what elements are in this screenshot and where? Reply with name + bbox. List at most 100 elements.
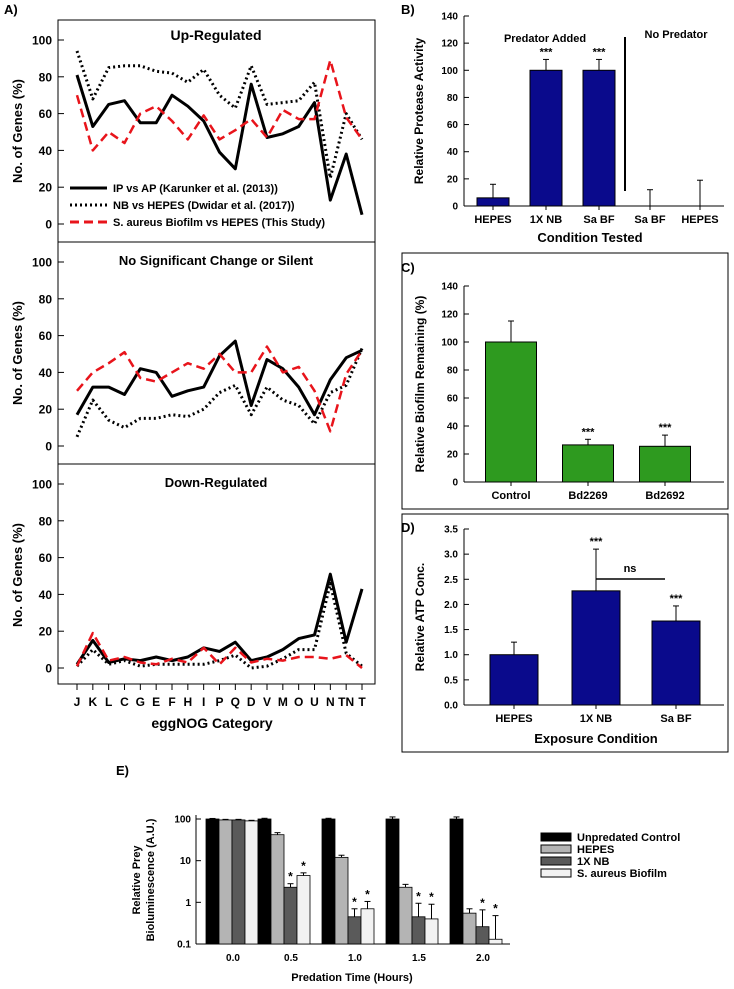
x-tick-label: E [152, 695, 160, 709]
x-tick-label: Sa BF [660, 713, 691, 725]
x-tick-label: H [183, 695, 192, 709]
panel-e-ylabel-line1: Relative Prey [131, 845, 143, 915]
significance-star: * [365, 887, 370, 901]
y-tick-label: 140 [441, 12, 458, 23]
y-tick-label: 0.5 [444, 675, 458, 686]
bar [485, 341, 537, 483]
y-tick-label: 20 [39, 403, 53, 417]
x-tick-label: 0.5 [284, 953, 298, 964]
legend-swatch-hepes [540, 844, 572, 854]
panel-a-label: A) [4, 2, 18, 17]
x-tick-label: C [120, 695, 129, 709]
y-tick-label: 20 [447, 450, 459, 461]
y-tick-label: 60 [39, 551, 53, 565]
x-tick-label: T [358, 695, 366, 709]
panel-e-ylabel-line2: Bioluminescence (A.U.) [145, 818, 157, 941]
y-tick-label: 60 [447, 394, 459, 405]
panel-a-nochange-title: No Significant Change or Silent [119, 253, 314, 268]
y-tick-label: 40 [39, 144, 53, 158]
y-tick-label: 0 [452, 478, 458, 489]
bar [283, 886, 298, 945]
panel-a-xlabel: eggNOG Category [151, 715, 273, 731]
y-tick-label: 80 [39, 514, 53, 528]
panel-c-label: C) [401, 260, 415, 275]
y-tick-label: 40 [447, 422, 459, 433]
bar [218, 819, 233, 945]
panel-e-bars: 0.0 * * 0.5 * * 1.0 * * 1.5 * * 2.0 [205, 816, 503, 964]
y-tick-label: 1 [185, 898, 191, 909]
legend-swatch-sa-biofilm [540, 868, 572, 878]
panel-d-ns-label: ns [624, 563, 637, 575]
significance-star: * [416, 889, 421, 903]
panel-a: A) Up-Regulated No Significant Change or… [4, 2, 376, 731]
bar [205, 818, 220, 945]
x-tick-label: P [215, 695, 223, 709]
significance-star: * [493, 902, 498, 916]
x-tick-label: Sa BF [583, 214, 614, 226]
bar [385, 818, 400, 945]
series-line-nb-hepes [75, 50, 364, 180]
y-tick-label: 60 [39, 329, 53, 343]
significance-star: * [301, 859, 306, 873]
significance-star: * [480, 896, 485, 910]
panel-d-bars: HEPES *** 1X NB *** Sa BF [489, 536, 701, 725]
x-tick-label: HEPES [681, 214, 718, 226]
panel-e-xlabel: Predation Time (Hours) [291, 972, 413, 984]
panel-a-nochange-ylabel: No. of Genes (%) [10, 301, 25, 405]
panel-a-nochange-frame [57, 241, 376, 465]
panel-d-xlabel: Exposure Condition [534, 731, 658, 746]
y-tick-label: 140 [441, 282, 458, 293]
y-tick-label: 100 [32, 478, 52, 492]
bar [334, 856, 349, 945]
x-tick-label: L [105, 695, 112, 709]
significance-star: * [352, 895, 357, 909]
series-line-sa-biofilm [76, 345, 364, 433]
panel-d-ylabel: Relative ATP Conc. [413, 563, 427, 671]
legend-swatch-1x-nb [540, 856, 572, 866]
bar [244, 820, 259, 945]
y-tick-label: 40 [39, 588, 53, 602]
x-tick-label: G [136, 695, 145, 709]
panel-b-y-ticks: 0 20 40 60 80 100 120 140 [441, 12, 469, 213]
x-tick-label: 1.5 [412, 953, 426, 964]
bar [411, 916, 426, 945]
bar [562, 444, 614, 483]
x-tick-label: Bd2692 [645, 490, 684, 502]
x-tick-label: 0.0 [226, 953, 240, 964]
y-tick-label: 20 [39, 181, 53, 195]
x-tick-label: Q [231, 695, 240, 709]
y-tick-label: 60 [39, 107, 53, 121]
significance-stars: *** [582, 426, 596, 438]
bar [398, 886, 413, 945]
panel-a-x-tick-labels: J K L C G E F H I P Q D V M O U N TN T [74, 684, 366, 709]
bar [582, 69, 616, 207]
bar [639, 445, 691, 483]
y-tick-label: 80 [39, 70, 53, 84]
significance-stars: *** [670, 593, 684, 605]
x-tick-label: 1X NB [580, 713, 612, 725]
legend-label-hepes: HEPES [577, 844, 614, 856]
bar [321, 818, 336, 945]
x-tick-label: F [168, 695, 175, 709]
panel-e-legend: Unpredated Control HEPES 1X NB S. aureus… [540, 832, 680, 880]
bar [476, 197, 510, 207]
legend-swatch-unpredated [540, 832, 572, 842]
significance-stars: *** [540, 46, 554, 58]
y-tick-label: 2.0 [444, 600, 458, 611]
y-tick-label: 120 [441, 39, 458, 50]
x-tick-label: 2.0 [476, 953, 490, 964]
panel-d-frame [401, 513, 729, 753]
panel-b: B) 0 20 40 60 80 100 120 140 HEPES *** 1X NB *** Sa… [401, 2, 724, 245]
series-line-sa-biofilm [75, 631, 363, 669]
y-tick-label: 2.5 [444, 575, 458, 586]
significance-star: * [429, 890, 434, 904]
panel-b-ylabel: Relative Protease Activity [412, 38, 426, 185]
legend-label-unpredated: Unpredated Control [577, 832, 680, 844]
bar [489, 654, 539, 706]
significance-star: * [288, 870, 293, 884]
bar [462, 912, 477, 945]
bar [449, 818, 464, 945]
panel-b-label: B) [401, 2, 415, 17]
bar [424, 918, 439, 945]
